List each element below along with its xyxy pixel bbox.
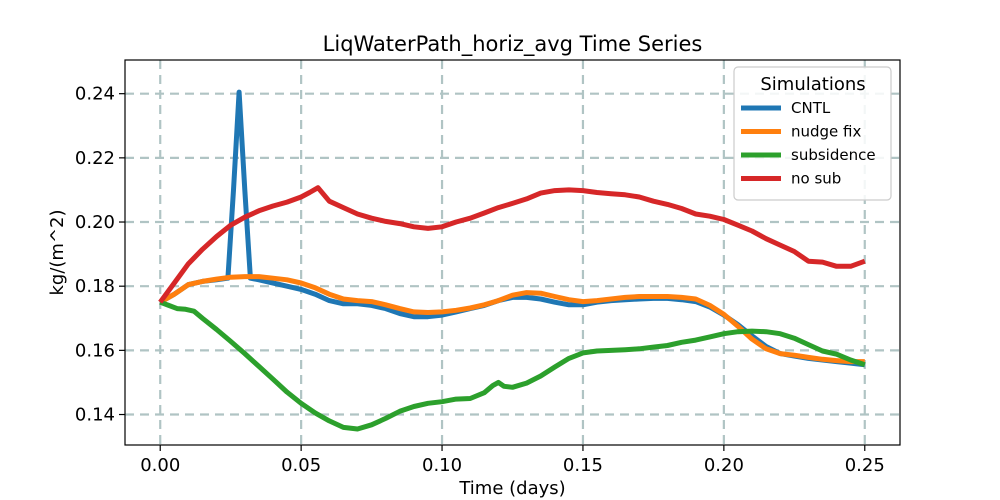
x-tick-label: 0.00 bbox=[140, 455, 180, 476]
y-tick-label: 0.14 bbox=[75, 405, 115, 426]
legend-label-nudge-fix: nudge fix bbox=[791, 123, 862, 141]
series-line-no-sub bbox=[158, 185, 866, 304]
x-tick-label: 0.10 bbox=[422, 455, 462, 476]
y-tick-label: 0.16 bbox=[75, 340, 115, 361]
legend-title: Simulations bbox=[760, 74, 865, 95]
x-tick-label: 0.25 bbox=[845, 455, 885, 476]
legend-label-no-sub: no sub bbox=[791, 170, 841, 188]
legend: Simulations CNTL nudge fix subsidence no su… bbox=[733, 66, 892, 201]
legend-frame bbox=[733, 66, 892, 201]
y-tick-label: 0.20 bbox=[75, 212, 115, 233]
series-lines bbox=[158, 89, 866, 432]
x-tick-label: 0.15 bbox=[563, 455, 603, 476]
chart-title: LiqWaterPath_horiz_avg Time Series bbox=[323, 32, 703, 57]
legend-label-cntl: CNTL bbox=[791, 99, 831, 117]
x-tick-label: 0.05 bbox=[281, 455, 321, 476]
series-line-nudge-fix bbox=[158, 274, 865, 365]
y-tick-label: 0.24 bbox=[75, 84, 115, 105]
axis-ticks: 0.00 0.05 0.10 0.15 0.20 0.25 0.14 0.16 0.18 0.20… bbox=[75, 84, 885, 476]
y-tick-label: 0.22 bbox=[75, 148, 115, 169]
plot-frame bbox=[124, 59, 901, 446]
legend-label-subsidence: subsidence bbox=[791, 146, 876, 164]
x-tick-label: 0.20 bbox=[704, 455, 744, 476]
y-axis-title: kg/(m^2) bbox=[47, 209, 68, 295]
x-axis-title: Time (days) bbox=[458, 478, 565, 499]
series-line-subsidence bbox=[159, 299, 866, 432]
y-tick-label: 0.18 bbox=[75, 276, 115, 297]
